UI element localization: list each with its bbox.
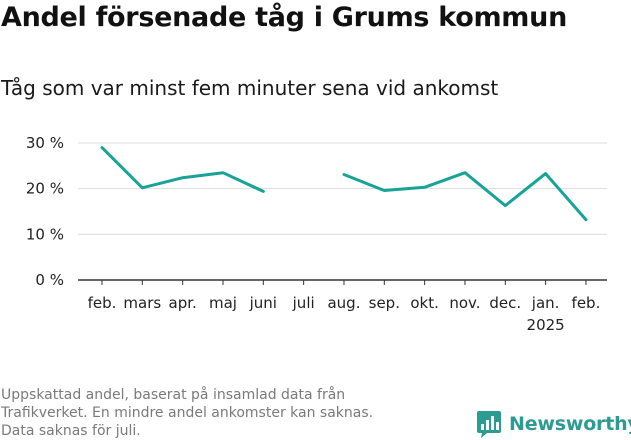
newsworthy-logo[interactable]: Newsworthy — [476, 409, 631, 439]
y-axis-ticks: 0 % 10 % 20 % 30 % — [26, 134, 64, 289]
x-axis: feb. mars apr. maj juni juli aug. sep. okt. nov. d… — [78, 279, 607, 334]
chart-title: Andel försenade tåg i Grums kommun — [1, 2, 567, 33]
gridlines — [78, 142, 607, 235]
x-tick-label: sep. — [369, 294, 400, 312]
x-tick-label: maj — [209, 294, 237, 312]
x-tick-label: nov. — [449, 294, 480, 312]
x-tick-label: juli — [292, 294, 315, 312]
footnote-line: Uppskattad andel, baserat på insamlad da… — [1, 387, 346, 403]
x-tick-label: juni — [249, 294, 277, 312]
x-tick-label: feb. — [88, 294, 117, 312]
bar-chart-logo-icon — [477, 411, 501, 438]
footnote-line: Trafikverket. En mindre andel ankomster … — [1, 405, 374, 421]
chart-subtitle: Tåg som var minst fem minuter sena vid a… — [1, 76, 499, 100]
x-tick-label: feb. — [572, 294, 601, 312]
x-tick-label: dec. — [489, 294, 521, 312]
y-tick-label: 10 % — [26, 225, 64, 243]
x-tick-label: jan. — [531, 294, 560, 312]
series-line-segment — [342, 171, 588, 222]
x-tick-label: aug. — [327, 294, 360, 312]
footnote-line: Data saknas för juli. — [1, 423, 141, 439]
series-lines — [100, 146, 588, 222]
footnote: Uppskattad andel, baserat på insamlad da… — [1, 386, 441, 440]
series-line-segment — [100, 146, 265, 193]
brand-name: Newsworthy — [509, 413, 631, 435]
x-year-label: 2025 — [527, 316, 565, 334]
x-tick-label: apr. — [169, 294, 197, 312]
y-tick-label: 0 % — [35, 271, 64, 289]
y-tick-label: 20 % — [26, 180, 64, 198]
line-chart: 0 % 10 % 20 % 30 % feb. mars apr. maj juni juli a… — [26, 134, 607, 334]
x-tick-label: okt. — [410, 294, 439, 312]
y-tick-label: 30 % — [26, 134, 64, 152]
x-tick-label: mars — [123, 294, 161, 312]
